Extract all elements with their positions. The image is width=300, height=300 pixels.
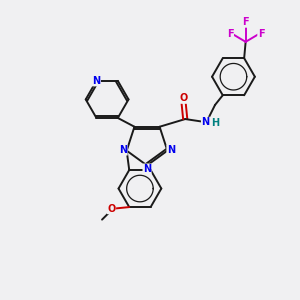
- Text: N: N: [119, 145, 127, 155]
- Text: O: O: [107, 204, 116, 214]
- Text: F: F: [227, 29, 233, 39]
- Text: N: N: [143, 164, 151, 174]
- Text: O: O: [179, 93, 188, 103]
- Text: H: H: [211, 118, 219, 128]
- Text: N: N: [167, 145, 175, 155]
- Text: F: F: [258, 29, 264, 39]
- Text: N: N: [92, 76, 101, 86]
- Text: F: F: [242, 17, 249, 27]
- Text: N: N: [201, 117, 210, 127]
